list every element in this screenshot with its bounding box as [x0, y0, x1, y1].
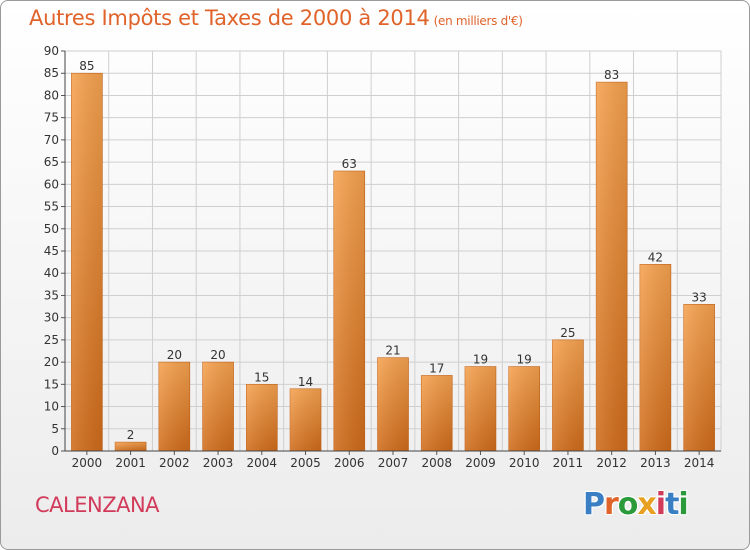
- bar-shade-2012: [596, 82, 628, 451]
- logo-letter: i: [655, 487, 666, 522]
- y-tick-label: 5: [51, 422, 59, 436]
- bar-shade-2004: [246, 384, 278, 451]
- x-tick-label-2004: 2004: [247, 456, 278, 470]
- x-tick-label-2011: 2011: [553, 456, 584, 470]
- commune-name: CALENZANA: [35, 493, 160, 517]
- value-label-2001: 2: [127, 428, 135, 442]
- bar-shade-2000: [71, 73, 103, 451]
- y-tick-label: 70: [44, 133, 59, 147]
- x-tick-label-2007: 2007: [378, 456, 409, 470]
- y-tick-label: 90: [44, 44, 59, 58]
- x-tick-label-2001: 2001: [115, 456, 146, 470]
- logo-letter: P: [583, 487, 605, 522]
- chart-subtitle: (en milliers d'€): [433, 14, 523, 28]
- axes-group: 0 5 10 15 20 25 30 35 40 45 50 55 60 65 70 75 80 85 90 2000…: [44, 44, 721, 470]
- y-tick-label: 80: [44, 88, 59, 102]
- x-tick-label-2012: 2012: [596, 456, 627, 470]
- bar-shade-2008: [421, 375, 453, 451]
- value-label-2013: 42: [648, 250, 663, 264]
- bar-shade-2006: [333, 171, 365, 451]
- bars-group: 85 2 20 20 15 14 63 21 17 19 19 25 83 42 33: [71, 59, 715, 452]
- logo-letter: t: [665, 487, 679, 522]
- x-tick-label-2006: 2006: [334, 456, 365, 470]
- value-label-2006: 63: [342, 157, 357, 171]
- logo-letter: i: [678, 487, 688, 522]
- x-tick-label-2014: 2014: [684, 456, 715, 470]
- x-tick-label-2003: 2003: [203, 456, 234, 470]
- value-label-2008: 17: [429, 361, 444, 375]
- x-tick-label-2010: 2010: [509, 456, 540, 470]
- logo-letter: o: [617, 487, 639, 522]
- x-tick-label-2005: 2005: [290, 456, 321, 470]
- x-tick-label-2000: 2000: [72, 456, 103, 470]
- chart-title: Autres Impôts et Taxes de 2000 à 2014 (en…: [29, 6, 523, 30]
- y-tick-label: 75: [44, 111, 59, 125]
- y-tick-label: 0: [51, 444, 59, 458]
- value-label-2007: 21: [385, 344, 400, 358]
- y-tick-label: 40: [44, 266, 59, 280]
- bar-shade-2002: [158, 362, 190, 451]
- x-tick-label-2009: 2009: [465, 456, 496, 470]
- value-label-2000: 85: [79, 59, 94, 73]
- logo-letter: r: [604, 487, 619, 522]
- value-label-2014: 33: [691, 290, 706, 304]
- bar-shade-2003: [202, 362, 234, 451]
- value-label-2004: 15: [254, 370, 269, 384]
- y-tick-label: 50: [44, 222, 59, 236]
- y-tick-label: 65: [44, 155, 59, 169]
- value-label-2012: 83: [604, 68, 619, 82]
- y-tick-label: 30: [44, 311, 59, 325]
- y-tick-label: 10: [44, 400, 59, 414]
- logo-letter: x: [637, 487, 656, 522]
- y-tick-label: 60: [44, 177, 59, 191]
- value-label-2003: 20: [210, 348, 225, 362]
- y-tick-label: 20: [44, 355, 59, 369]
- x-tick-label-2013: 2013: [640, 456, 671, 470]
- bar-shade-2009: [464, 366, 496, 451]
- bar-shade-2013: [639, 264, 671, 451]
- y-tick-label: 45: [44, 244, 59, 258]
- bar-shade-2014: [683, 304, 715, 451]
- value-label-2010: 19: [517, 353, 532, 367]
- bar-shade-2001: [115, 442, 147, 451]
- y-tick-label: 35: [44, 288, 59, 302]
- value-label-2005: 14: [298, 375, 313, 389]
- bar-shade-2010: [508, 366, 540, 451]
- y-tick-label: 25: [44, 333, 59, 347]
- y-tick-label: 85: [44, 66, 59, 80]
- proxiti-logo: Proxiti: [583, 487, 689, 522]
- y-tick-label: 55: [44, 200, 59, 214]
- value-label-2011: 25: [560, 326, 575, 340]
- x-tick-label-2002: 2002: [159, 456, 190, 470]
- bar-shade-2005: [290, 388, 322, 451]
- y-tick-label: 15: [44, 377, 59, 391]
- x-tick-label-2008: 2008: [421, 456, 452, 470]
- bar-shade-2011: [552, 339, 584, 451]
- value-label-2002: 20: [167, 348, 182, 362]
- bar-shade-2007: [377, 357, 409, 451]
- value-label-2009: 19: [473, 353, 488, 367]
